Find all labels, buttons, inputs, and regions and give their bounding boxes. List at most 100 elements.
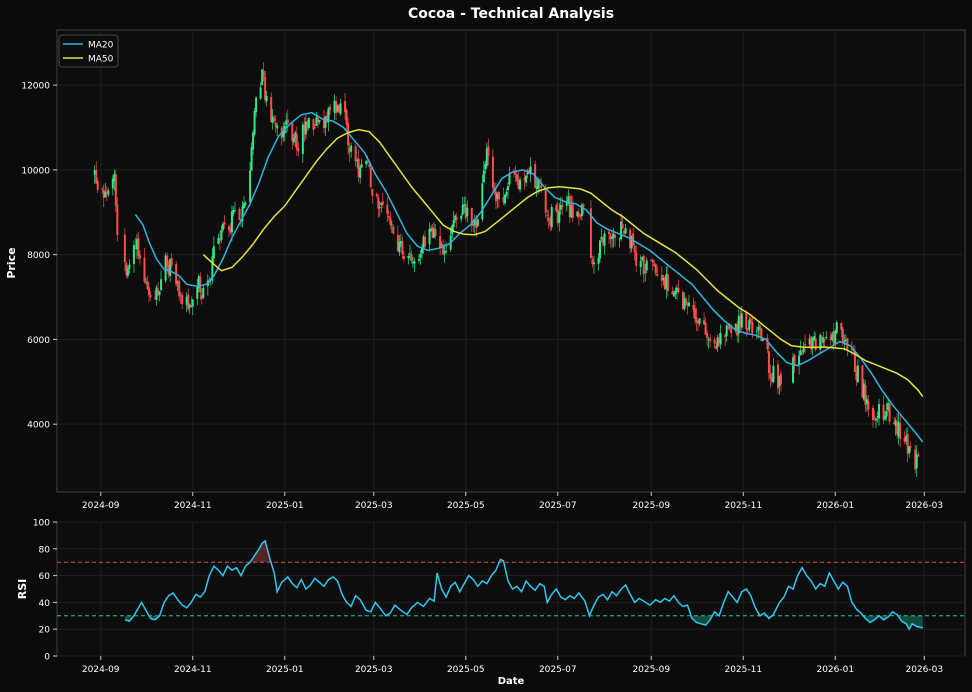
candle-up (748, 319, 751, 330)
candle-down (166, 255, 169, 267)
candle-up (398, 241, 401, 253)
candle-down (170, 257, 173, 267)
candle-down (608, 231, 611, 235)
candle-up (356, 160, 359, 162)
candle-up (665, 274, 668, 290)
candle-down (577, 213, 580, 217)
x-tick-label: 2026-03 (905, 665, 943, 675)
candle-down (703, 320, 706, 325)
rsi-y-axis-label: RSI (16, 579, 29, 600)
candle-up (687, 302, 690, 307)
x-tick-label: 2026-03 (905, 501, 943, 511)
candle-up (831, 333, 834, 340)
candle-up (411, 262, 414, 264)
candle-down (190, 305, 193, 307)
candle-down (899, 422, 902, 439)
candle-down (148, 287, 151, 296)
candle-down (270, 97, 273, 123)
candle-down (357, 158, 360, 177)
candle-down (540, 185, 543, 188)
candle-up (327, 108, 330, 123)
candle-up (559, 204, 562, 210)
candle-down (377, 196, 380, 209)
candle-up (878, 404, 881, 419)
candle-down (621, 223, 624, 229)
candle-down (455, 217, 458, 220)
y-tick-label: 80 (39, 545, 51, 555)
candle-up (252, 132, 255, 150)
x-tick-label: 2025-11 (724, 501, 762, 511)
candle-up (196, 287, 199, 299)
x-tick-label: 2025-07 (539, 665, 577, 675)
candle-up (567, 196, 570, 203)
candle-down (906, 434, 909, 454)
candle-up (834, 330, 837, 344)
candle-down (751, 321, 754, 334)
chart-legend: MA20 MA50 (58, 34, 119, 68)
candle-up (176, 281, 179, 283)
candle-down (681, 292, 684, 310)
oversold-fill (909, 615, 913, 630)
candle-down (199, 276, 202, 293)
candle-down (660, 274, 663, 281)
candle-up (620, 221, 623, 240)
candle-up (813, 336, 816, 341)
candle-down (568, 195, 571, 218)
candle-up (496, 193, 499, 199)
candle-down (223, 222, 226, 225)
candle-down (671, 291, 674, 295)
candle-down (325, 115, 328, 122)
candle-down (561, 204, 564, 208)
candle-down (829, 336, 832, 341)
candle-down (181, 295, 184, 304)
candle-down (295, 134, 298, 150)
candle-down (903, 437, 906, 442)
candle-up (905, 435, 908, 442)
oversold-fill (701, 615, 706, 626)
candle-up (662, 277, 665, 281)
oversold-fill (906, 615, 910, 630)
candle-down (914, 449, 917, 470)
candle-down (348, 147, 351, 153)
candle-up (461, 204, 464, 215)
candle-up (624, 227, 627, 234)
candle-down (387, 215, 390, 218)
candle-down (138, 254, 141, 259)
candle-down (749, 318, 752, 323)
candle-up (630, 235, 633, 249)
x-tick-label: 2024-11 (174, 501, 212, 511)
y-tick-label: 4000 (27, 421, 50, 431)
candle-up (407, 255, 410, 259)
candle-down (654, 264, 657, 274)
candle-down (227, 226, 230, 230)
candle-up (232, 209, 235, 214)
candle-down (770, 376, 773, 382)
legend-box (58, 34, 119, 68)
candle-down (431, 227, 434, 238)
candle-up (211, 256, 214, 281)
candle-down (306, 122, 309, 127)
candle-up (301, 124, 304, 154)
oversold-fill (869, 615, 875, 623)
candle-down (123, 234, 126, 263)
y-tick-label: 40 (39, 599, 51, 609)
candle-down (475, 221, 478, 228)
candle-down (146, 281, 149, 289)
candle-up (365, 160, 368, 165)
oversold-fill (901, 615, 907, 624)
candle-up (641, 256, 644, 261)
chart-title: Cocoa - Technical Analysis (408, 6, 614, 22)
x-tick-label: 2025-01 (266, 501, 304, 511)
rsi-grid (57, 521, 965, 657)
candle-up (761, 338, 764, 342)
candle-down (609, 235, 612, 240)
candle-up (508, 173, 511, 185)
candle-up (454, 215, 457, 221)
candle-down (297, 148, 300, 152)
candle-down (442, 244, 445, 255)
candle-down (366, 161, 369, 163)
candle-up (603, 233, 606, 246)
x-tick-label: 2025-11 (724, 665, 762, 675)
candle-down (544, 189, 547, 213)
candle-down (779, 373, 782, 384)
